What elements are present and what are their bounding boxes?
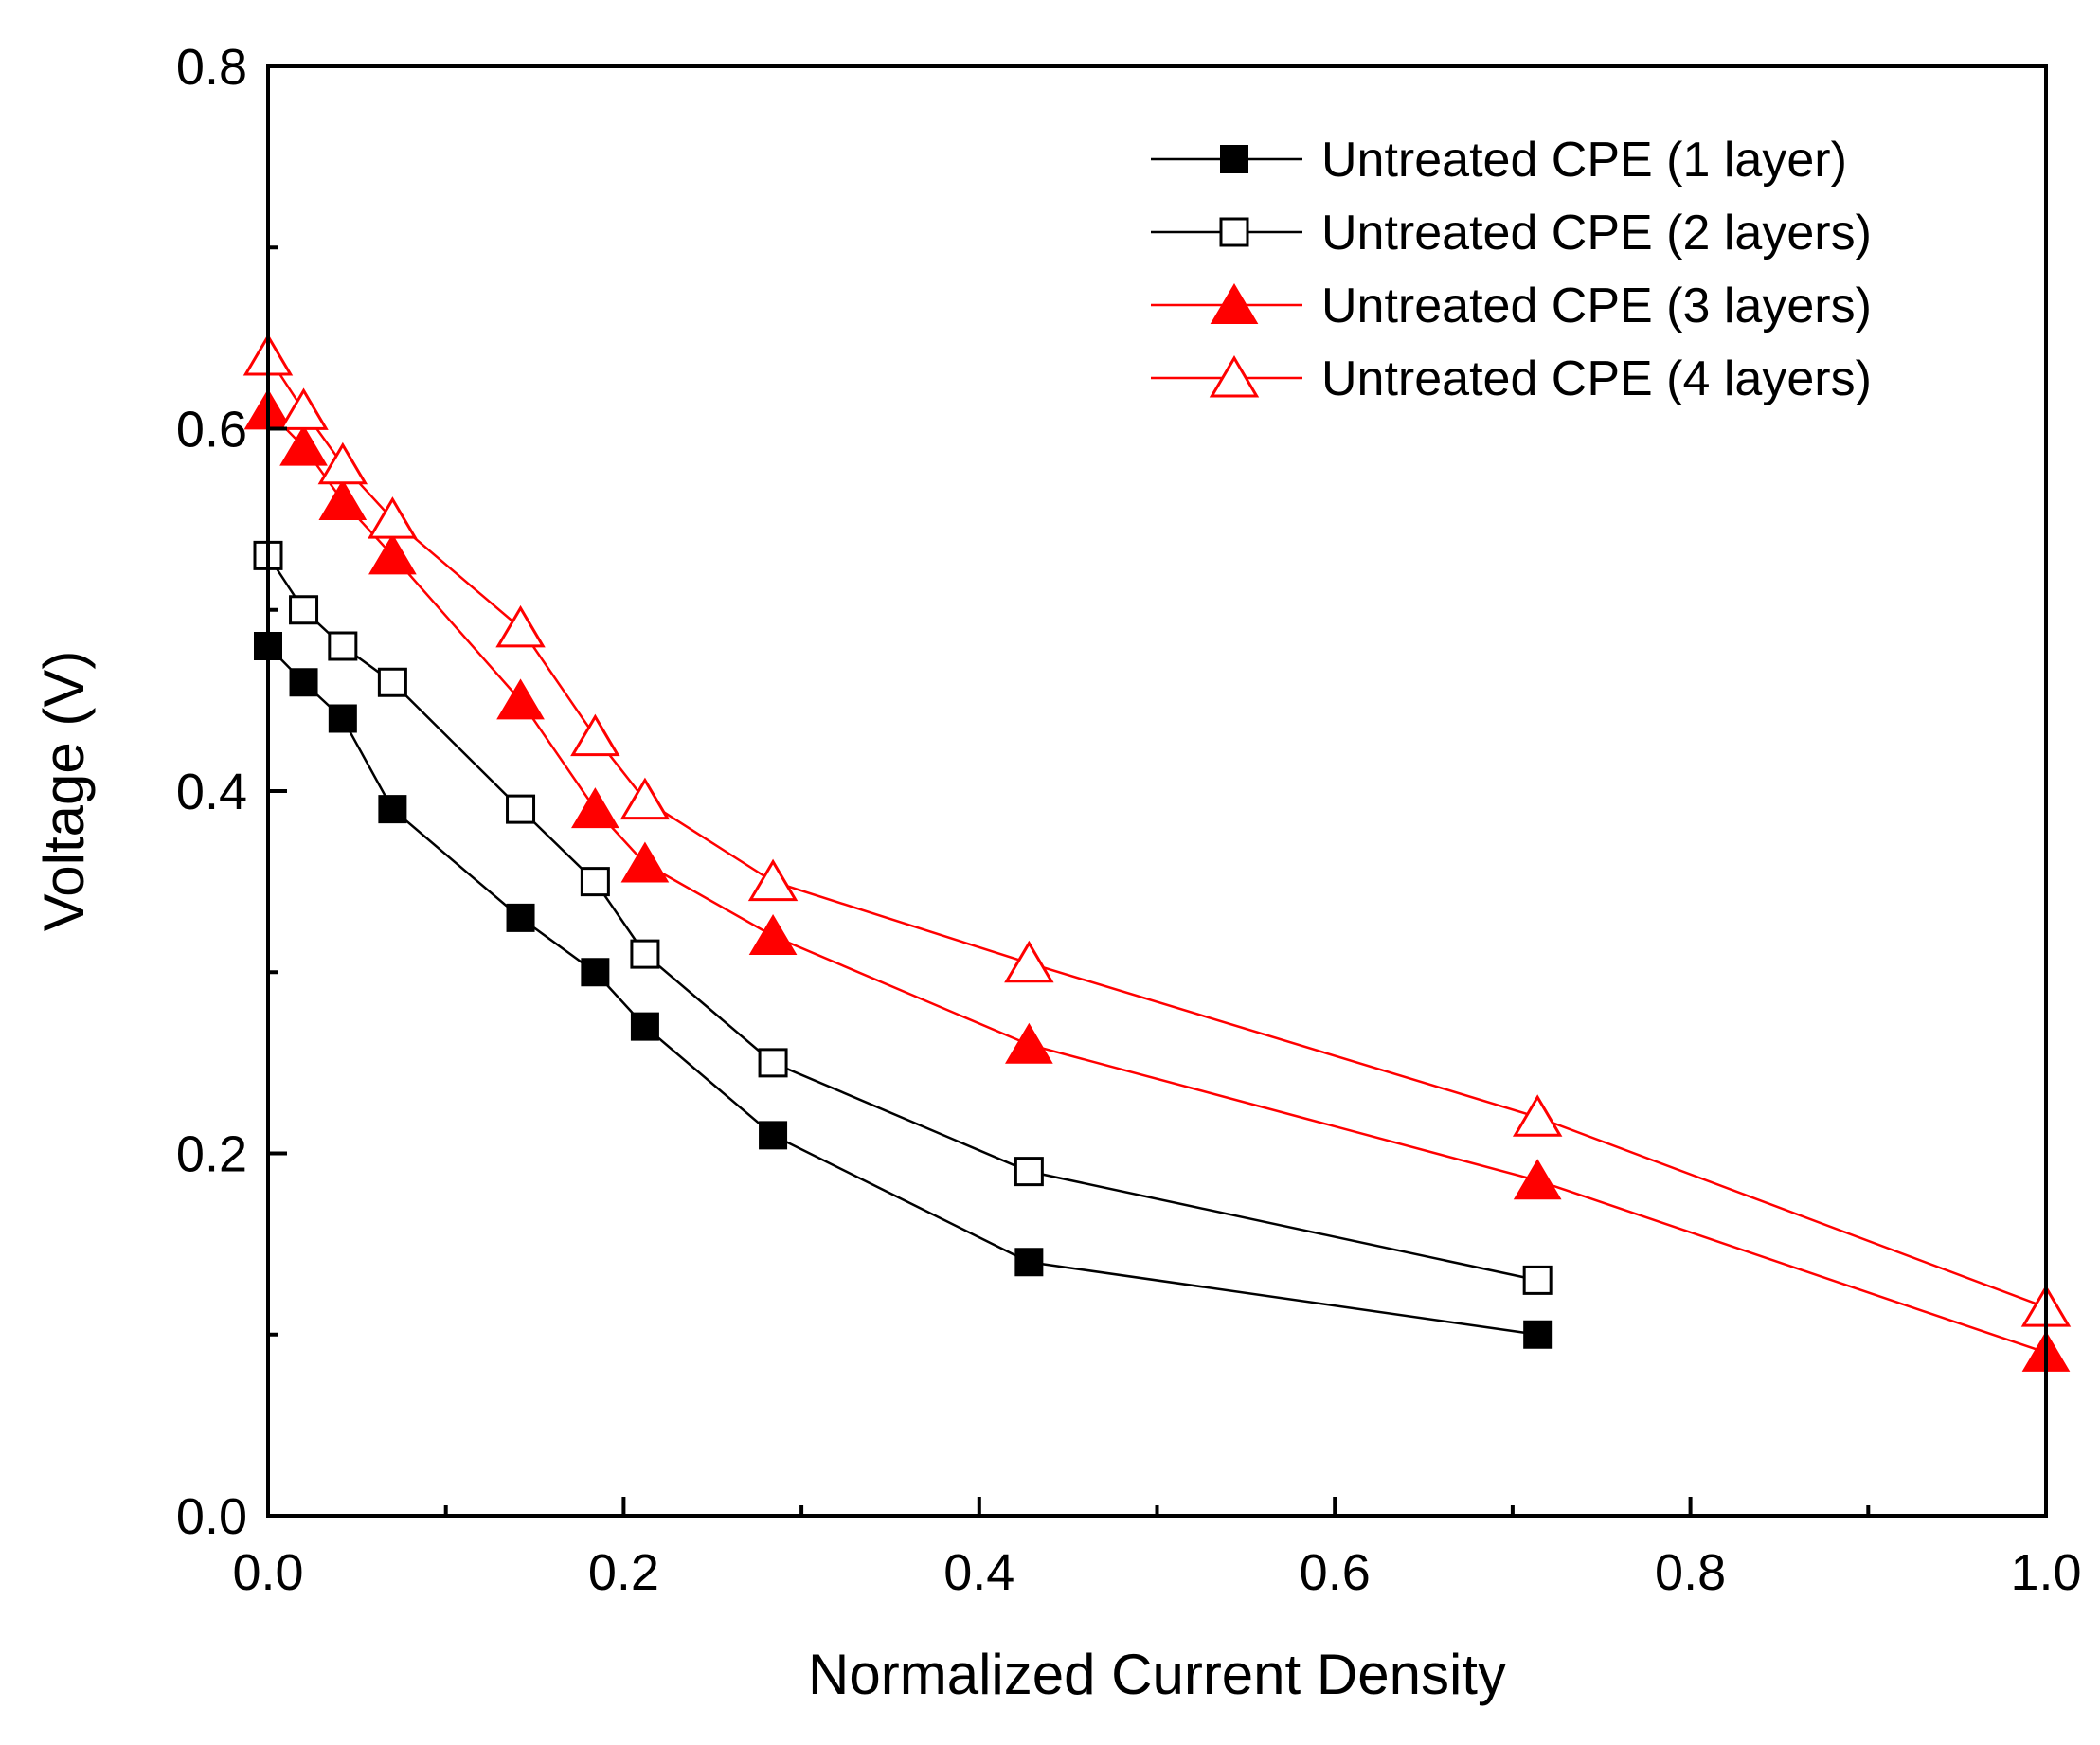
legend-item: Untreated CPE (4 layers) — [1151, 351, 1872, 406]
legend-marker — [1209, 355, 1260, 398]
x-tick-label: 0.4 — [943, 1544, 1014, 1601]
legend-label: Untreated CPE (1 layer) — [1321, 133, 1847, 188]
legend: Untreated CPE (1 layer) Untreated CPE (2 … — [1151, 133, 1872, 406]
data-point — [1512, 1094, 1563, 1137]
series-line — [266, 554, 1538, 1282]
series-line — [266, 355, 2047, 1309]
y-tick-label: 0.2 — [176, 1126, 247, 1183]
x-tick-label: 0.2 — [588, 1544, 659, 1601]
legend-item: Untreated CPE (2 layers) — [1151, 206, 1872, 261]
axis-ticks — [266, 64, 2048, 1518]
data-point — [1513, 1159, 1562, 1200]
series-4 — [242, 333, 2072, 1327]
data-point — [279, 424, 328, 466]
data-point — [318, 479, 368, 520]
data-point — [506, 903, 535, 932]
data-point — [1014, 1157, 1044, 1187]
data-point — [289, 595, 319, 625]
legend-marker — [1219, 217, 1249, 247]
data-point — [1014, 1248, 1044, 1277]
data-point — [377, 667, 407, 697]
data-point — [1004, 940, 1054, 983]
data-point — [1523, 1320, 1553, 1349]
series-line — [267, 409, 2047, 1355]
legend-marker — [1220, 145, 1248, 173]
data-point — [506, 794, 536, 824]
series-line — [267, 645, 1538, 1336]
legend-marker — [1210, 283, 1259, 324]
data-point — [630, 939, 660, 969]
legend-label: Untreated CPE (4 layers) — [1321, 351, 1872, 406]
series-2 — [253, 540, 1553, 1295]
data-point — [581, 958, 610, 987]
x-tick-label: 0.6 — [1300, 1544, 1371, 1601]
data-point — [378, 795, 407, 824]
data-point — [289, 668, 318, 697]
series-layer — [242, 333, 2072, 1372]
series-3 — [243, 388, 2071, 1372]
data-point — [368, 496, 418, 539]
legend-item: Untreated CPE (3 layers) — [1151, 279, 1872, 333]
legend-label: Untreated CPE (3 layers) — [1321, 279, 1872, 333]
y-axis-title: Voltage (V) — [32, 651, 96, 932]
x-tick-label: 1.0 — [2010, 1544, 2081, 1601]
data-point — [368, 533, 417, 575]
data-point — [328, 704, 357, 733]
legend-item: Untreated CPE (1 layer) — [1151, 133, 1847, 188]
data-point — [620, 841, 670, 883]
data-point — [1522, 1265, 1553, 1295]
x-tick-label: 0.0 — [232, 1544, 303, 1601]
data-point — [496, 678, 545, 720]
series-1 — [254, 632, 1553, 1349]
data-point — [748, 914, 798, 955]
data-point — [619, 777, 671, 820]
y-tick-label: 0.6 — [176, 402, 247, 459]
x-axis-title: Normalized Current Density — [808, 1643, 1506, 1706]
data-point — [758, 1048, 788, 1078]
data-point — [278, 387, 329, 430]
tick-labels: 0.0 0.2 0.4 0.6 0.8 1.0 0.0 0.2 0.4 0.6 0.8 — [176, 39, 2082, 1601]
y-tick-label: 0.8 — [176, 39, 247, 96]
legend-label: Untreated CPE (2 layers) — [1321, 206, 1872, 261]
data-point — [495, 604, 546, 648]
data-point — [580, 867, 610, 897]
y-tick-label: 0.4 — [176, 764, 247, 820]
y-tick-label: 0.0 — [176, 1488, 247, 1545]
data-point — [1005, 1022, 1053, 1064]
data-point — [570, 713, 620, 757]
data-point — [317, 441, 368, 485]
data-point — [571, 787, 619, 829]
data-point — [759, 1121, 788, 1150]
x-tick-label: 0.8 — [1655, 1544, 1726, 1601]
data-point — [630, 1012, 659, 1041]
data-point — [328, 631, 358, 661]
data-point — [747, 858, 799, 902]
